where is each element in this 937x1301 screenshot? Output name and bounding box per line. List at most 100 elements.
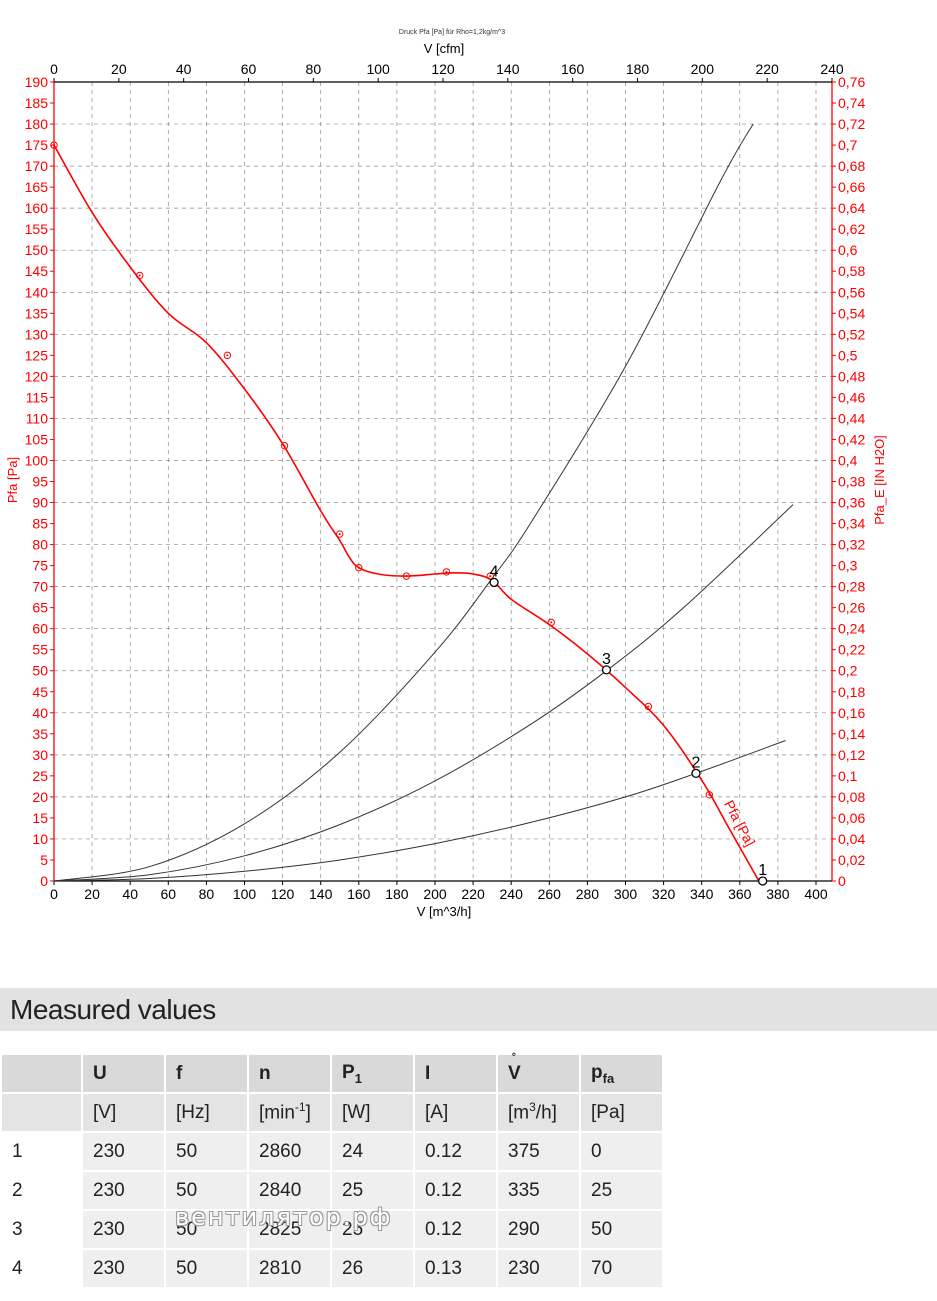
top-x-tick-label: 140 [496,61,520,77]
table-cell: 50 [166,1211,247,1248]
right-y-tick-label: 0,52 [838,326,865,342]
table-row: 3 230 50 2825 25 0.12 290 50 [2,1211,662,1248]
measurement-marker-dot [338,533,341,536]
measurement-marker-dot [550,621,553,624]
table-cell: 26 [332,1250,413,1287]
table-cell: 2825 [249,1211,330,1248]
table-cell: 230 [83,1172,164,1209]
x-tick-label: 160 [347,886,371,902]
measurement-marker [486,572,494,580]
table-unit-cell: [W] [332,1094,413,1131]
left-y-axis-label: Pfa [Pa] [5,457,20,503]
top-x-tick-label: 100 [366,61,390,77]
right-y-tick-label: 0,58 [838,263,865,279]
table-cell: 25 [581,1172,662,1209]
x-tick-label: 400 [804,886,828,902]
y-tick-label: 150 [25,242,49,258]
right-y-tick-label: 0,26 [838,600,865,616]
operating-point [489,577,499,588]
table-cell: 50 [166,1250,247,1287]
right-y-tick-label: 0,36 [838,495,865,511]
y-tick-label: 10 [32,831,48,847]
table-header-cell: f [166,1055,247,1092]
x-tick-label: 20 [84,886,100,902]
x-tick-label: 280 [576,886,600,902]
y-tick-label: 100 [25,452,49,468]
x-tick-label: 340 [690,886,714,902]
right-y-tick-label: 0,04 [838,831,865,847]
right-y-tick-label: 0,7 [838,137,858,153]
right-y-tick-label: 0,56 [838,284,865,300]
operating-point [601,665,612,675]
table-cell: 0.12 [415,1172,496,1209]
x-tick-label: 320 [652,886,676,902]
table-header-cell: n [249,1055,330,1092]
right-y-tick-label: 0,02 [838,852,865,868]
x-tick-label: 140 [309,886,333,902]
measurement-marker [280,442,289,450]
measurement-marker [355,564,363,572]
operating-point-label: 2 [692,754,701,771]
table-cell: 0.12 [415,1211,496,1248]
right-y-tick-label: 0,2 [838,663,858,679]
right-y-tick-label: 0,64 [838,200,865,216]
measurement-marker-dot [283,444,286,447]
y-tick-label: 15 [32,810,48,826]
x-tick-label: 0 [50,886,58,902]
fan-performance-chart: Druck Pfa [Pa] für Rho=1,2kg/m^3 V [cfm]… [5,29,887,919]
measurement-marker-dot [53,144,55,147]
x-tick-label: 80 [199,886,215,902]
measurement-marker [547,618,555,627]
table-cell: 50 [166,1133,247,1170]
table-cell: 0 [581,1133,662,1170]
x-tick-label: 200 [423,886,447,902]
table-header-cell: P1 [332,1055,413,1092]
y-tick-label: 180 [25,116,49,132]
y-tick-label: 35 [32,726,48,742]
table-cell: 25 [332,1211,413,1248]
table-row: 2 230 50 2840 25 0.12 335 25 [2,1172,662,1209]
right-y-tick-label: 0,74 [838,95,865,111]
right-y-tick-label: 0,3 [838,558,858,574]
top-x-tick-label: 160 [561,61,585,77]
x-tick-label: 60 [161,886,177,902]
table-unit-cell: [min-1] [249,1094,330,1131]
y-tick-label: 135 [25,305,49,321]
y-tick-label: 60 [32,621,48,637]
table-units-row: [V] [Hz] [min-1] [W] [A] [m3/h] [Pa] [2,1094,662,1131]
top-x-axis-label: V [cfm] [424,41,464,56]
measurement-marker-dot [357,566,360,569]
right-y-tick-label: 0,72 [838,116,865,132]
table-header-cell: U [83,1055,164,1092]
bottom-x-axis-label: V [m^3/h] [417,904,472,919]
top-x-tick-label: 220 [755,61,779,77]
right-y-tick-label: 0,1 [838,768,858,784]
right-y-tick-label: 0,22 [838,642,865,658]
y-tick-label: 75 [32,558,48,574]
top-x-tick-label: 180 [626,61,650,77]
right-y-tick-label: 0,6 [838,242,858,258]
table-cell: 2840 [249,1172,330,1209]
x-tick-label: 100 [233,886,257,902]
table-header-cell: I [415,1055,496,1092]
top-x-tick-label: 200 [691,61,715,77]
table-cell: 230 [83,1211,164,1248]
pressure-curve [53,144,760,882]
grid [54,81,832,881]
table-unit-cell: [Pa] [581,1094,662,1131]
right-y-tick-label: 0,34 [838,516,865,532]
right-y-axis-label: Pfa_E [IN H2O] [872,435,887,525]
x-tick-label: 380 [766,886,790,902]
measurement-marker-dot [708,793,711,796]
measurement-marker [402,572,411,580]
y-tick-label: 0 [40,873,48,889]
y-tick-label: 115 [26,389,49,405]
table-unit-cell: [V] [83,1094,164,1131]
top-x-tick-label: 60 [241,61,257,77]
measurement-marker [50,141,58,149]
table-row: 1 230 50 2860 24 0.12 375 0 [2,1133,662,1170]
x-tick-label: 40 [122,886,138,902]
measured-values-title: Measured values [10,994,216,1025]
table-cell: 25 [332,1172,413,1209]
